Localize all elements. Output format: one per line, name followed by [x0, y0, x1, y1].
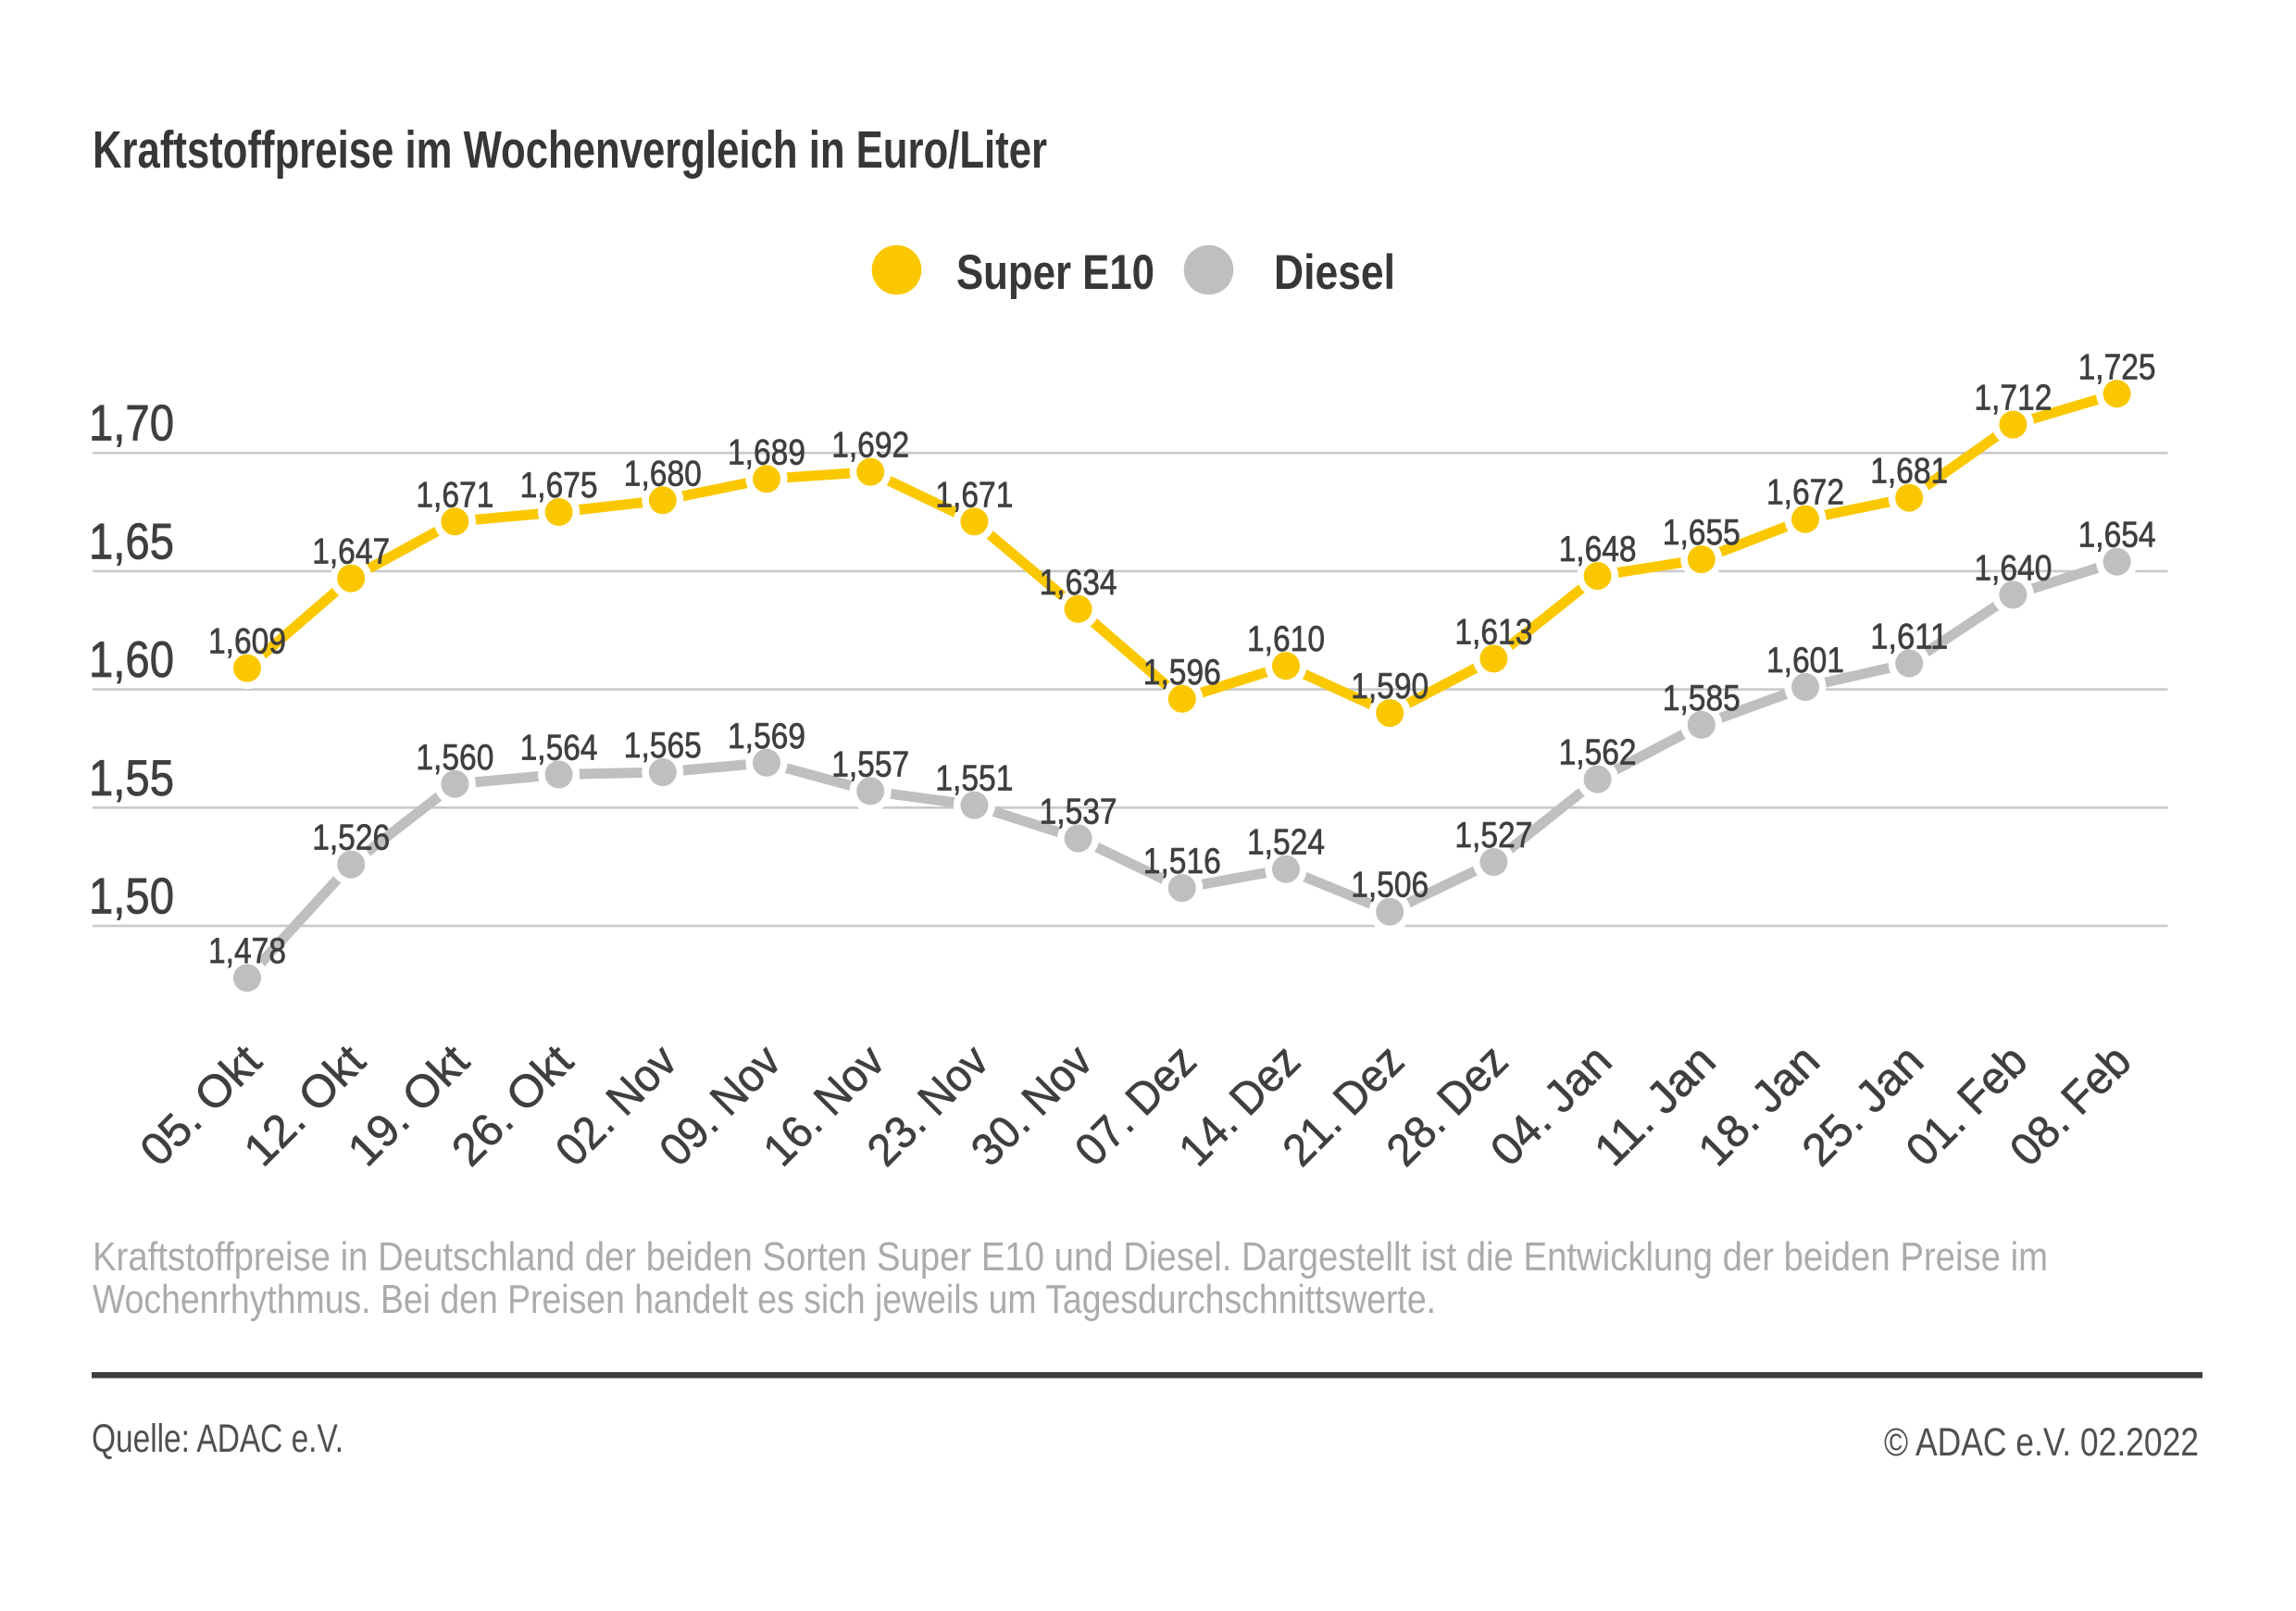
svg-text:1,647: 1,647: [312, 532, 390, 572]
svg-text:1,725: 1,725: [2078, 347, 2156, 387]
svg-text:1,516: 1,516: [1143, 842, 1221, 881]
svg-text:1,527: 1,527: [1454, 816, 1532, 855]
svg-text:1,601: 1,601: [1766, 641, 1844, 681]
svg-text:Diesel: Diesel: [1274, 245, 1395, 300]
svg-text:1,671: 1,671: [416, 475, 493, 515]
svg-text:1,712: 1,712: [1974, 379, 2052, 418]
svg-text:1,50: 1,50: [89, 868, 174, 925]
svg-text:1,506: 1,506: [1351, 866, 1429, 905]
svg-text:1,648: 1,648: [1559, 530, 1637, 569]
svg-text:1,565: 1,565: [624, 726, 702, 766]
svg-text:1,65: 1,65: [89, 512, 174, 569]
svg-text:1,585: 1,585: [1663, 679, 1741, 718]
svg-text:1,640: 1,640: [1974, 548, 2052, 588]
svg-text:1,526: 1,526: [312, 818, 390, 858]
svg-text:1,560: 1,560: [416, 738, 493, 778]
svg-text:1,557: 1,557: [831, 744, 909, 784]
svg-text:1,569: 1,569: [728, 717, 805, 756]
svg-text:1,689: 1,689: [728, 432, 805, 472]
svg-text:Wochenrhythmus. Bei den Preise: Wochenrhythmus. Bei den Preisen handelt …: [93, 1277, 1436, 1322]
svg-text:1,671: 1,671: [935, 475, 1013, 515]
svg-text:1,654: 1,654: [2078, 516, 2156, 556]
svg-text:1,55: 1,55: [89, 749, 174, 806]
svg-text:Kraftstoffpreise im Wochenverg: Kraftstoffpreise im Wochenvergleich in E…: [93, 120, 1047, 180]
svg-text:1,596: 1,596: [1143, 653, 1221, 693]
svg-text:1,551: 1,551: [935, 759, 1013, 799]
svg-text:1,681: 1,681: [1870, 452, 1948, 492]
svg-text:1,562: 1,562: [1559, 733, 1637, 773]
svg-text:1,680: 1,680: [624, 454, 702, 493]
svg-text:1,60: 1,60: [89, 631, 174, 688]
svg-text:Quelle: ADAC e.V.: Quelle: ADAC e.V.: [92, 1417, 343, 1461]
svg-text:1,655: 1,655: [1663, 513, 1741, 553]
svg-text:1,634: 1,634: [1040, 563, 1117, 603]
svg-text:1,590: 1,590: [1351, 667, 1429, 706]
svg-text:1,564: 1,564: [520, 729, 598, 768]
svg-text:1,478: 1,478: [208, 931, 286, 971]
svg-text:1,70: 1,70: [89, 394, 174, 452]
svg-text:Super E10: Super E10: [956, 245, 1154, 300]
svg-text:1,611: 1,611: [1870, 618, 1948, 657]
svg-text:1,537: 1,537: [1040, 793, 1117, 832]
svg-text:© ADAC e.V. 02.2022: © ADAC e.V. 02.2022: [1884, 1420, 2199, 1465]
svg-text:1,524: 1,524: [1247, 823, 1325, 863]
svg-text:1,692: 1,692: [831, 426, 909, 466]
svg-text:1,609: 1,609: [208, 622, 286, 662]
svg-text:1,672: 1,672: [1766, 473, 1844, 513]
svg-text:1,613: 1,613: [1454, 612, 1532, 652]
svg-text:1,675: 1,675: [520, 466, 598, 506]
svg-text:Kraftstoffpreise in Deutschlan: Kraftstoffpreise in Deutschland der beid…: [93, 1234, 2048, 1280]
svg-text:1,610: 1,610: [1247, 619, 1325, 659]
